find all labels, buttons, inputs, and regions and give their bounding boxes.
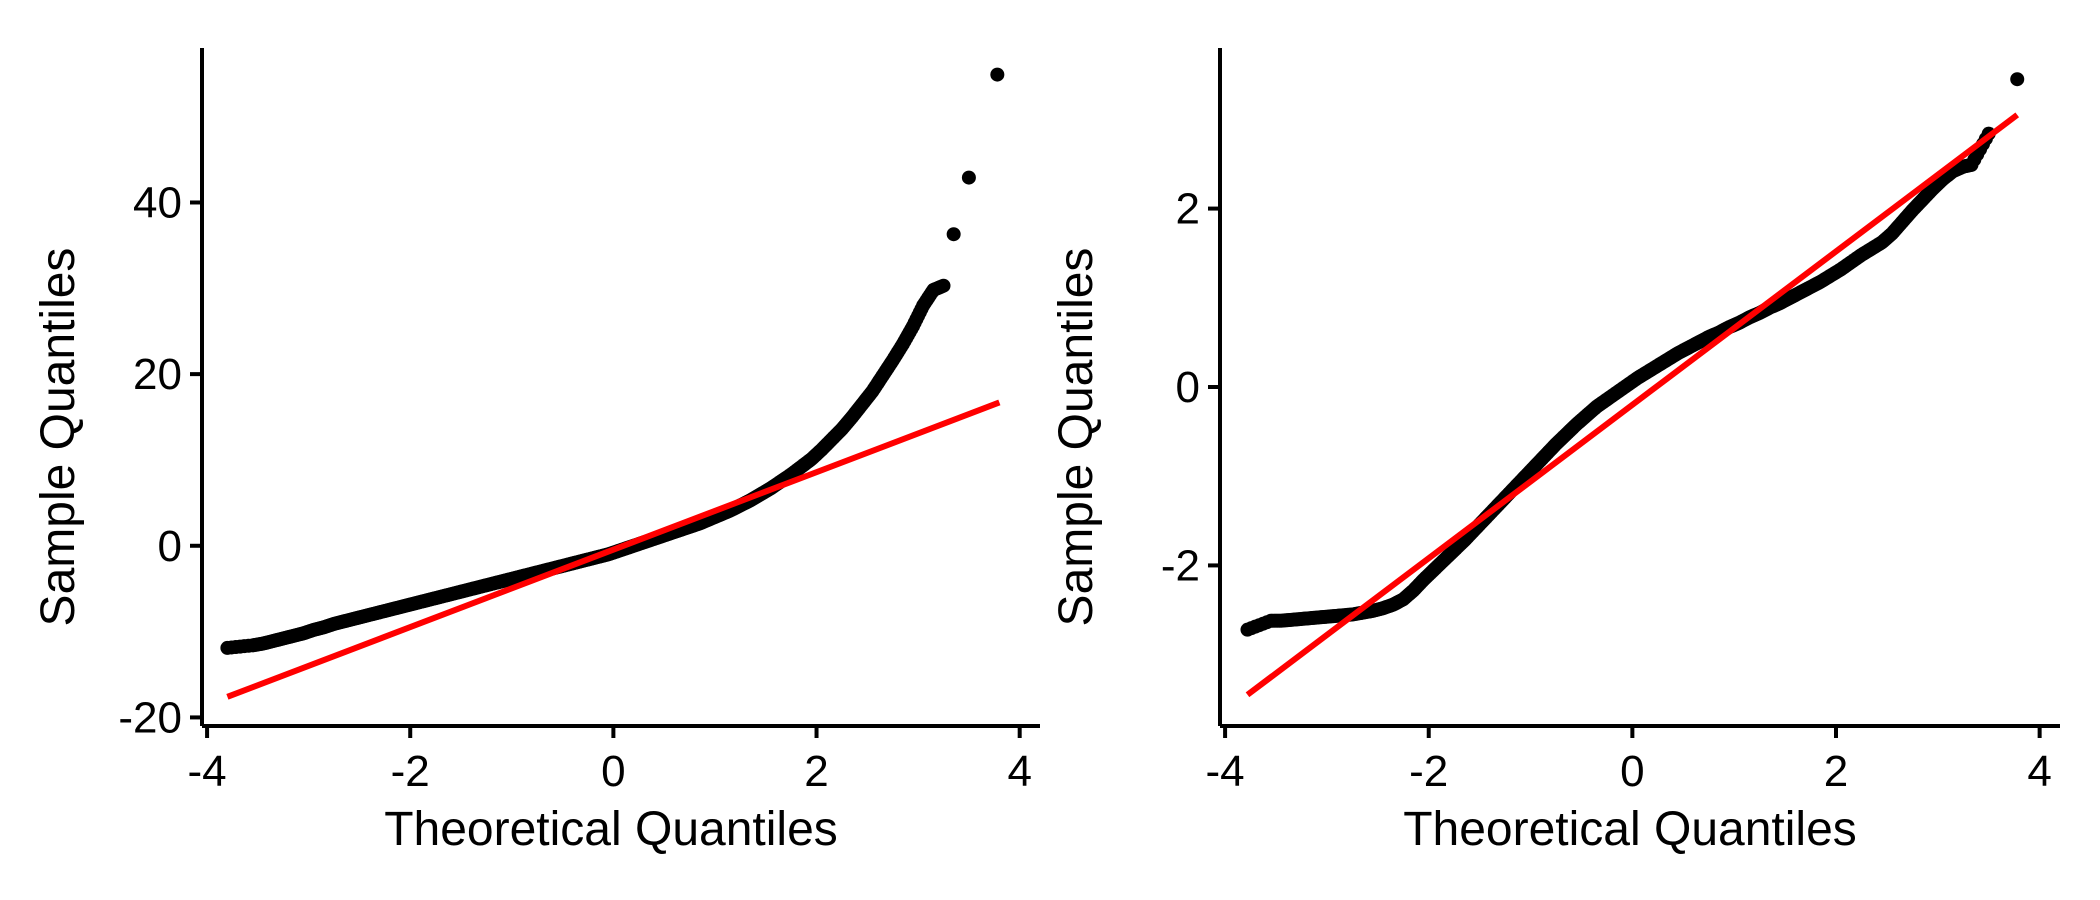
left-x-tick-label: -4 <box>188 747 227 796</box>
left-x-tick-label: 2 <box>804 747 828 796</box>
right-x-tick-label: 0 <box>1620 747 1644 796</box>
left-x-tick-label: 4 <box>1007 747 1031 796</box>
left-data-point <box>936 278 951 293</box>
left-y-tick-label: 40 <box>133 178 182 227</box>
left-points-group <box>220 67 1005 655</box>
left-x-axis-title: Theoretical Quantiles <box>384 803 838 856</box>
left-reference-line-group <box>226 399 1001 700</box>
left-y-tick-label: -20 <box>118 693 182 742</box>
right-x-axis-title: Theoretical Quantiles <box>1403 803 1857 856</box>
left-y-axis-title: Sample Quantiles <box>32 248 85 627</box>
right-y-tick-label: 2 <box>1176 185 1200 234</box>
right-x-tick-label: -4 <box>1206 747 1245 796</box>
right-x-tick-label: 2 <box>1824 747 1848 796</box>
right-y-ticks: -2 0 2 <box>1161 185 1220 590</box>
left-y-ticks: -20 0 20 40 <box>118 178 202 742</box>
right-x-ticks: -4 -2 0 2 4 <box>1206 726 2052 796</box>
right-data-point <box>2010 72 2025 87</box>
left-reference-line <box>226 399 1001 700</box>
left-data-point <box>961 170 976 185</box>
right-qq-plot: -4 -2 0 2 4 -2 0 2 Theoretical Quantiles Sampl… <box>1050 48 2060 856</box>
right-y-tick-label: 0 <box>1176 363 1200 412</box>
left-x-ticks: -4 -2 0 2 4 <box>188 726 1032 796</box>
left-y-tick-label: 20 <box>133 350 182 399</box>
right-y-axis-title: Sample Quantiles <box>1050 248 1103 627</box>
right-y-tick-label: -2 <box>1161 541 1200 590</box>
right-points-group <box>1240 72 2025 637</box>
right-reference-line-group <box>1245 112 2020 698</box>
right-x-tick-label: 4 <box>2027 747 2051 796</box>
left-data-point <box>990 67 1005 82</box>
right-x-tick-label: -2 <box>1409 747 1448 796</box>
left-data-point <box>946 227 961 242</box>
left-x-tick-label: 0 <box>601 747 625 796</box>
left-y-tick-label: 0 <box>158 522 182 571</box>
right-reference-line <box>1245 112 2020 698</box>
left-x-tick-label: -2 <box>391 747 430 796</box>
